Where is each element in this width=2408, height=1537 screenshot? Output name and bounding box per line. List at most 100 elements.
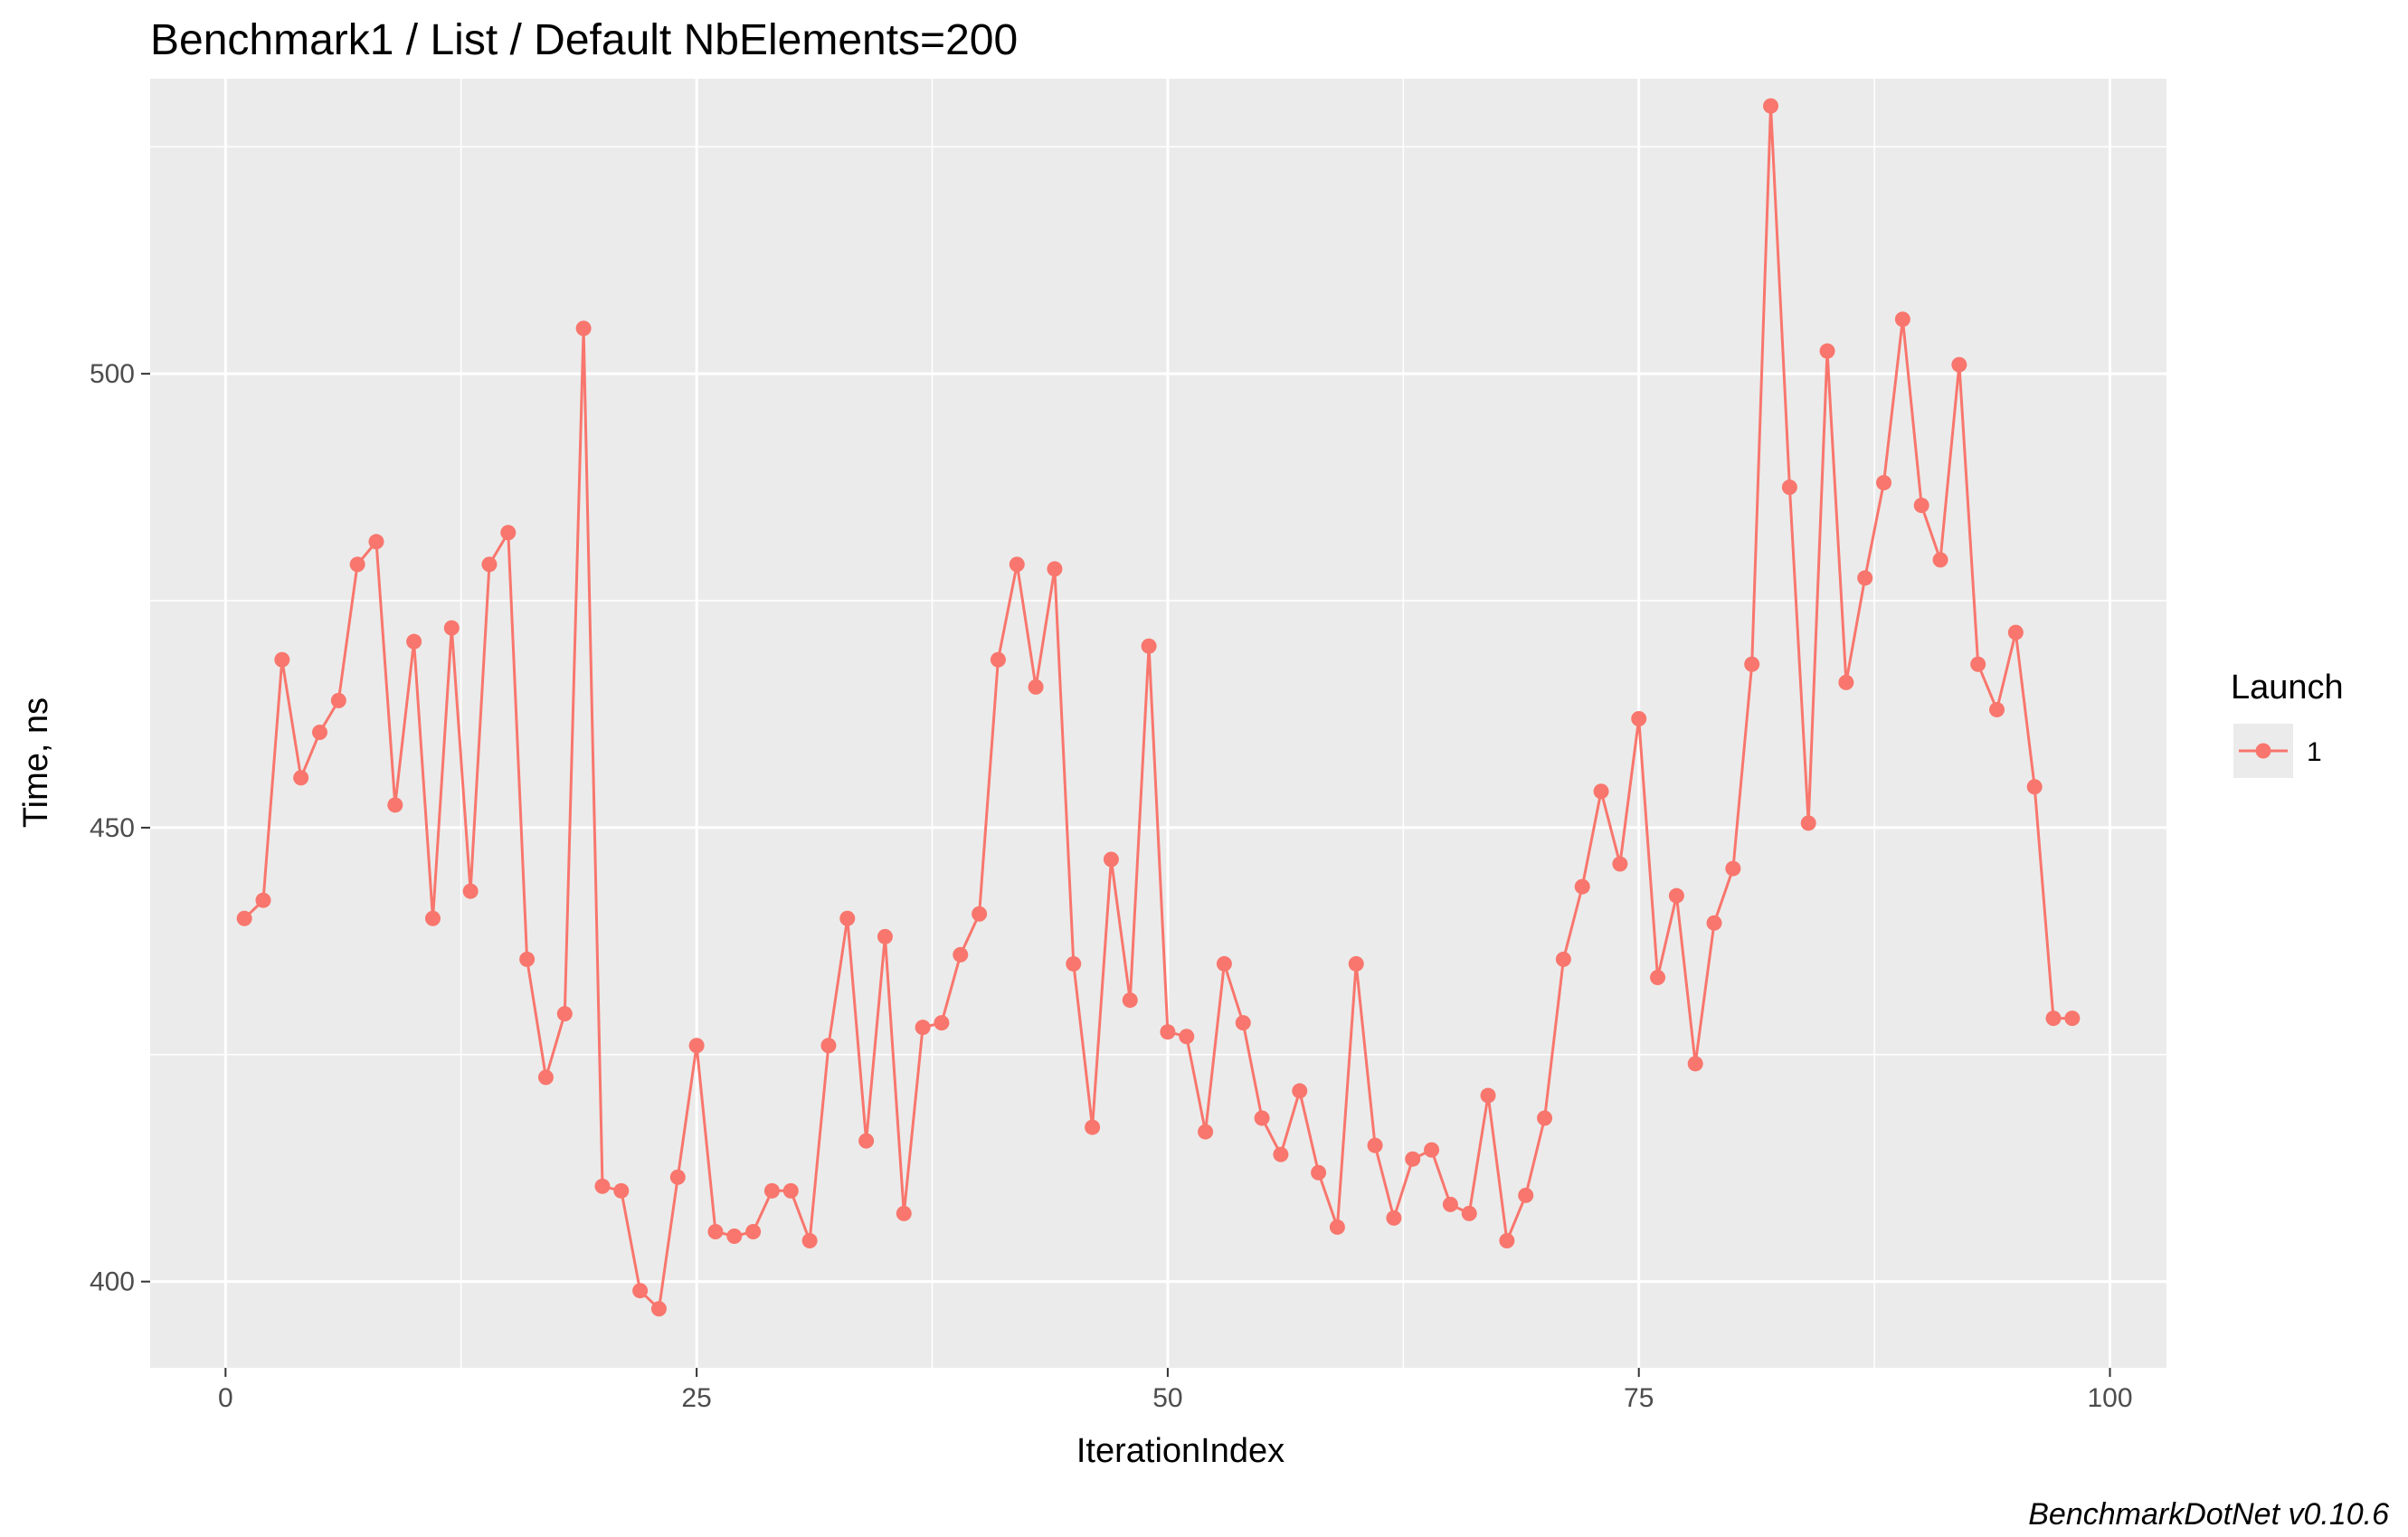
data-point <box>2007 624 2024 640</box>
data-point <box>1857 570 1873 586</box>
x-tick-label: 50 <box>1152 1383 1182 1413</box>
data-point <box>858 1133 875 1149</box>
data-point <box>801 1233 818 1249</box>
data-point <box>594 1178 611 1194</box>
data-point <box>669 1169 686 1185</box>
data-point <box>311 725 327 741</box>
data-point <box>1066 955 1082 972</box>
data-point <box>293 770 309 786</box>
data-point <box>1405 1151 1421 1167</box>
data-point <box>726 1228 743 1244</box>
data-point <box>934 1015 950 1031</box>
data-point <box>1819 343 1835 359</box>
data-point <box>1537 1110 1553 1126</box>
data-point <box>1047 561 1063 577</box>
data-point <box>556 1006 573 1022</box>
data-point <box>632 1283 649 1299</box>
data-point <box>255 892 271 908</box>
data-point <box>1160 1024 1176 1040</box>
data-point <box>1254 1110 1270 1126</box>
y-tick-label: 400 <box>90 1267 135 1297</box>
data-point <box>1386 1210 1402 1226</box>
y-axis-ticks: 400 450 500 <box>90 359 150 1297</box>
data-point <box>2045 1010 2062 1027</box>
grid-minor <box>150 79 2166 1368</box>
data-point <box>896 1205 912 1221</box>
data-point <box>1442 1196 1458 1212</box>
data-point <box>1480 1087 1496 1104</box>
data-point <box>2026 779 2043 795</box>
legend-title: Launch <box>2231 669 2344 707</box>
data-point <box>537 1069 554 1086</box>
data-point <box>387 797 403 813</box>
data-point <box>1367 1137 1383 1153</box>
data-point <box>406 633 422 650</box>
data-point <box>1329 1219 1345 1235</box>
data-point <box>613 1182 630 1199</box>
data-point <box>330 692 346 708</box>
data-point <box>1085 1119 1101 1135</box>
x-axis-title: IterationIndex <box>1076 1432 1285 1470</box>
data-point <box>1951 356 1967 373</box>
data-point <box>1179 1029 1195 1045</box>
data-point <box>839 910 856 926</box>
data-point <box>1781 479 1797 496</box>
data-point <box>1593 783 1609 800</box>
legend-label: 1 <box>2307 737 2322 767</box>
series-line <box>243 106 2072 1312</box>
data-point <box>915 1020 931 1036</box>
data-point <box>1292 1083 1308 1099</box>
y-tick-label: 450 <box>90 813 135 843</box>
caption: BenchmarkDotNet v0.10.6 <box>2028 1497 2389 1532</box>
data-point <box>1894 311 1910 327</box>
chart-title: Benchmark1 / List / Default NbElements=2… <box>150 16 1018 64</box>
legend-key-point <box>2255 743 2271 759</box>
data-point <box>763 1182 780 1199</box>
data-point <box>1763 98 1779 114</box>
data-point <box>990 651 1006 668</box>
data-point <box>274 651 290 668</box>
data-point <box>424 910 441 926</box>
data-point <box>745 1223 762 1239</box>
y-tick-label: 500 <box>90 359 135 389</box>
data-point <box>1499 1233 1515 1249</box>
data-point <box>575 320 592 337</box>
x-tick-label: 75 <box>1624 1383 1654 1413</box>
data-point <box>1838 674 1854 690</box>
data-point <box>1725 860 1741 877</box>
data-point <box>953 946 969 963</box>
data-point <box>820 1038 837 1054</box>
x-axis-ticks: 0 25 50 75 100 <box>218 1368 2133 1413</box>
data-point <box>1518 1187 1534 1203</box>
data-point <box>650 1301 667 1317</box>
data-point <box>1009 556 1025 573</box>
series-points <box>236 98 2081 1317</box>
data-point <box>1103 851 1119 868</box>
data-point <box>1461 1205 1477 1221</box>
data-point <box>877 928 893 944</box>
data-point <box>1311 1164 1327 1181</box>
legend: Launch 1 <box>2231 669 2344 778</box>
data-point <box>443 620 460 636</box>
data-point <box>972 906 988 922</box>
plot-panel <box>150 79 2166 1368</box>
data-point <box>1574 878 1590 895</box>
data-point <box>368 534 384 550</box>
data-point <box>1687 1056 1703 1072</box>
data-point <box>519 951 536 967</box>
data-point <box>1631 710 1647 726</box>
y-axis-title: Time, ns <box>17 697 55 828</box>
data-point <box>1555 951 1571 967</box>
data-point <box>1744 656 1760 672</box>
data-point <box>1989 701 2005 717</box>
data-point <box>782 1182 799 1199</box>
data-point <box>1932 552 1948 568</box>
data-point <box>1028 678 1044 695</box>
data-point <box>1706 915 1722 931</box>
data-point <box>1216 955 1232 972</box>
data-point <box>1273 1146 1289 1162</box>
data-point <box>1970 656 1986 672</box>
data-point <box>500 525 517 541</box>
data-point <box>688 1038 705 1054</box>
